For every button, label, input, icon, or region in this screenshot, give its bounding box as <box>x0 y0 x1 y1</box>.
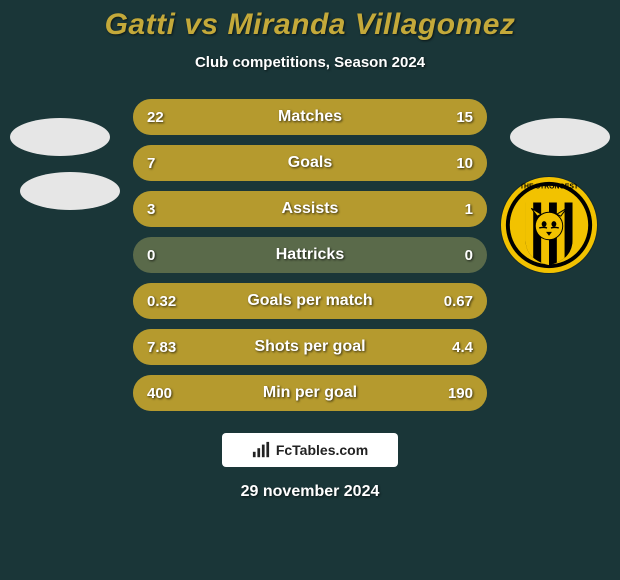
stat-row-label: Min per goal <box>133 375 487 411</box>
page-subtitle: Club competitions, Season 2024 <box>0 54 620 71</box>
player-right-avatar-1 <box>510 118 610 156</box>
footer-logo[interactable]: FcTables.com <box>222 433 398 467</box>
stat-row: 2215Matches <box>133 99 487 135</box>
stat-row: 0.320.67Goals per match <box>133 283 487 319</box>
stat-row-label: Hattricks <box>133 237 487 273</box>
page: Gatti vs Miranda Villagomez Club competi… <box>0 0 620 580</box>
stat-row: 710Goals <box>133 145 487 181</box>
stat-row: 31Assists <box>133 191 487 227</box>
stat-row: 7.834.4Shots per goal <box>133 329 487 365</box>
page-title: Gatti vs Miranda Villagomez <box>0 8 620 42</box>
player-left-avatar-2 <box>20 172 120 210</box>
stat-row-label: Shots per goal <box>133 329 487 365</box>
footer-date: 29 november 2024 <box>0 483 620 501</box>
crest-text: THE STRONGEST <box>520 184 579 191</box>
club-crest: THE STRONGEST <box>500 176 598 274</box>
stat-row-label: Goals <box>133 145 487 181</box>
stat-row: 400190Min per goal <box>133 375 487 411</box>
stat-row-label: Assists <box>133 191 487 227</box>
bars-icon <box>252 441 270 459</box>
stat-row-label: Matches <box>133 99 487 135</box>
player-left-avatar-1 <box>10 118 110 156</box>
club-crest-svg: THE STRONGEST <box>500 176 598 274</box>
stat-row-label: Goals per match <box>133 283 487 319</box>
footer-logo-text: FcTables.com <box>276 442 368 458</box>
stat-row: 00Hattricks <box>133 237 487 273</box>
